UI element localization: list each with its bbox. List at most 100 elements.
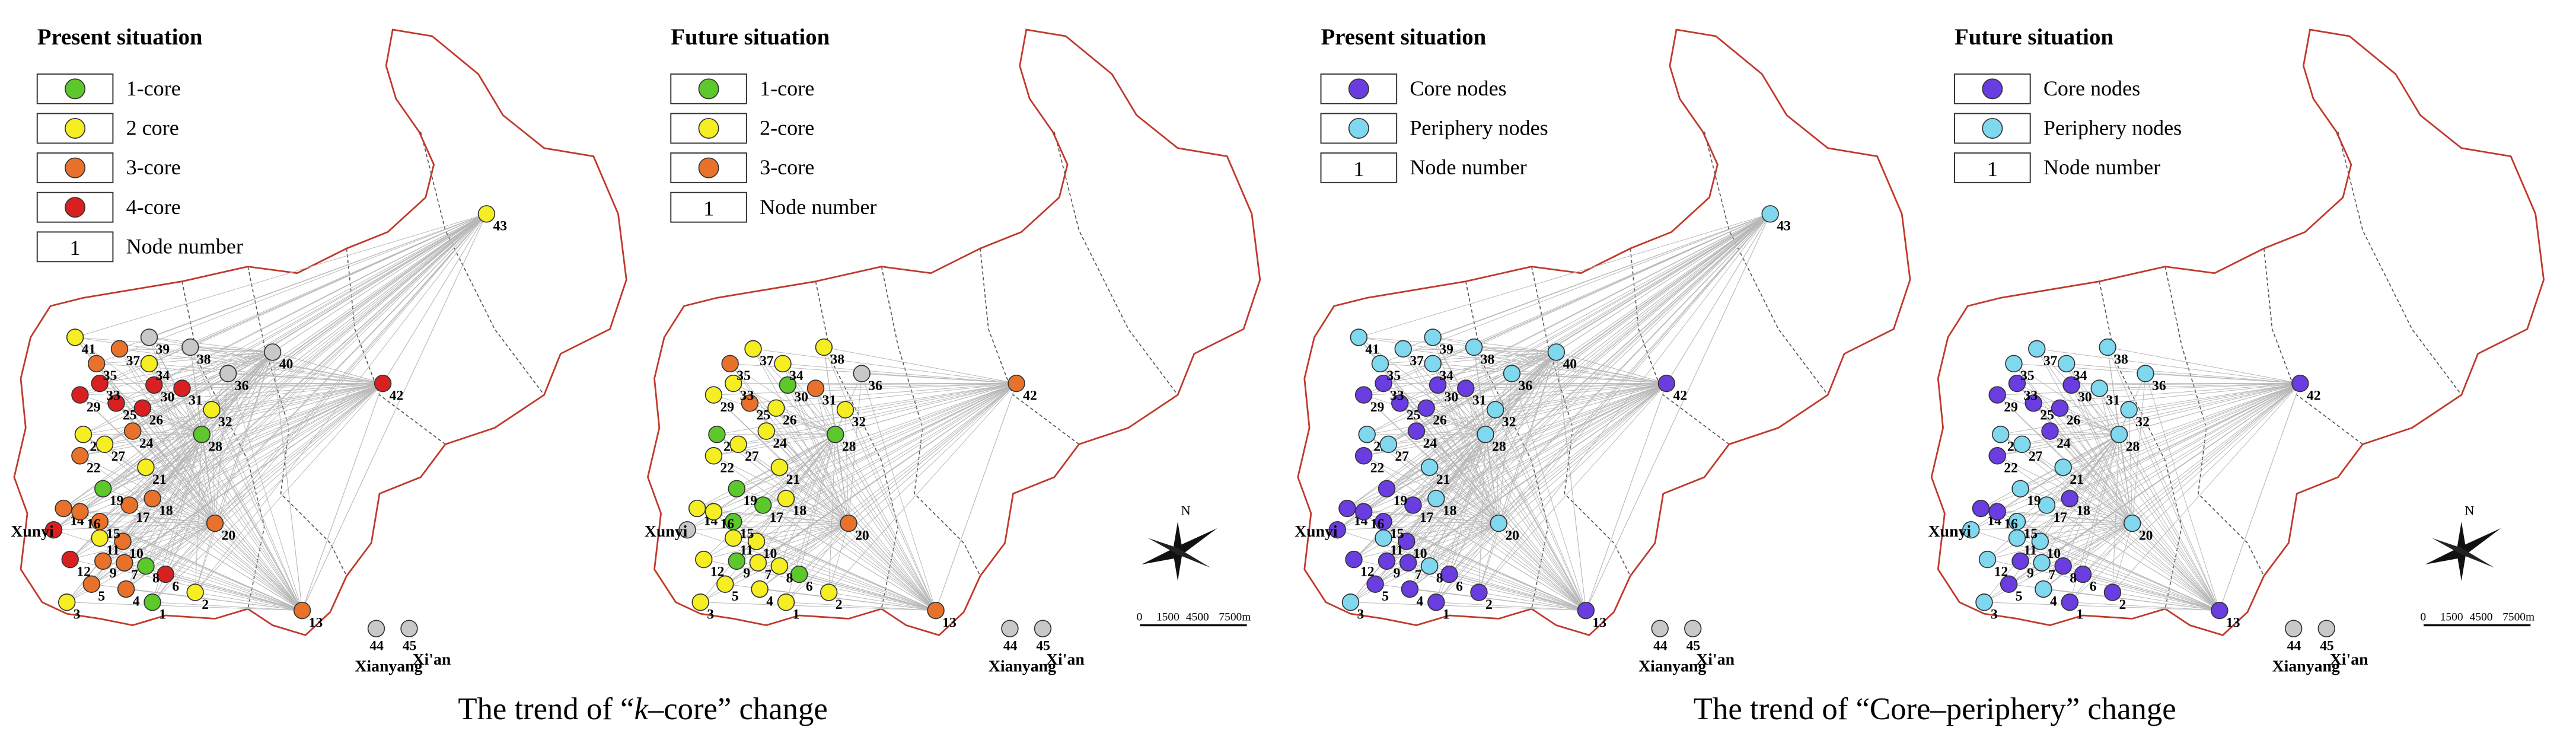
network-edge	[824, 347, 1017, 384]
node	[2110, 425, 2128, 443]
network-edge	[779, 383, 1017, 567]
network-edge	[1429, 467, 1586, 611]
node-label: 13	[2226, 615, 2240, 630]
network-edge	[2112, 523, 2133, 593]
node-label: 7	[1415, 567, 1422, 583]
network-edge	[195, 592, 302, 611]
node	[2120, 401, 2138, 419]
node-label: 6	[2090, 579, 2097, 594]
network-edge	[1478, 523, 1499, 593]
node	[1354, 386, 1373, 404]
network-edge	[700, 434, 836, 603]
network-edge	[756, 383, 1017, 542]
node	[1684, 620, 1702, 637]
node	[95, 435, 114, 454]
network-edge	[1383, 213, 1771, 384]
node	[777, 593, 795, 611]
network-edge	[1433, 213, 1771, 364]
network-edge	[2036, 348, 2300, 384]
network-edge	[1511, 373, 1586, 611]
node	[1651, 620, 1669, 637]
node	[716, 575, 734, 593]
node	[55, 499, 72, 518]
node-label: 30	[1445, 390, 1459, 405]
network-edge	[737, 434, 836, 489]
place-name: Xianyang	[1638, 657, 1706, 675]
node-label: 11	[740, 542, 753, 558]
network-edge	[2041, 562, 2220, 611]
network-edge	[1363, 394, 1586, 611]
node-label: 31	[822, 393, 837, 408]
network-edge	[145, 434, 202, 566]
network-edge	[786, 523, 849, 603]
node	[1992, 425, 2010, 443]
node	[688, 499, 706, 518]
district-boundary	[346, 248, 446, 445]
network-edge	[145, 213, 487, 468]
node-label: 17	[1420, 510, 1434, 525]
network-edge	[1436, 352, 1557, 499]
caption-part: The trend of “Core–periphery” change	[1694, 692, 2176, 726]
network-edge	[116, 352, 273, 404]
network-edge	[713, 383, 1017, 395]
network-edge	[2062, 434, 2119, 566]
node-label: 31	[1472, 393, 1487, 408]
node-label: 26	[1433, 413, 1447, 428]
panel-title: Future situation	[1955, 24, 2113, 50]
node	[1328, 521, 1346, 539]
network-edge	[124, 434, 202, 563]
node	[1366, 575, 1384, 593]
network-edge	[861, 373, 936, 611]
node-label: 9	[2027, 566, 2034, 581]
node	[840, 514, 857, 532]
network-edge	[757, 434, 836, 563]
network-edge	[2049, 383, 2300, 432]
node	[219, 365, 237, 382]
network-edge	[848, 373, 862, 524]
node	[728, 480, 745, 497]
network-edge	[1465, 388, 1499, 524]
node	[107, 394, 125, 412]
node-label: 11	[2024, 542, 2037, 558]
node-label: 2	[1485, 597, 1493, 612]
network-edge	[228, 373, 303, 611]
node-label: 5	[732, 589, 739, 604]
node	[2013, 435, 2031, 454]
network-edge	[766, 383, 1017, 432]
network-edge	[215, 352, 273, 524]
node	[71, 386, 89, 404]
network-edge	[63, 508, 215, 524]
network-edge	[122, 352, 273, 542]
node-label: 13	[1592, 615, 1606, 630]
network-edge	[2059, 407, 2119, 435]
node-label: 26	[2067, 413, 2081, 428]
node	[754, 496, 772, 514]
node-label: 6	[1456, 579, 1463, 594]
node	[767, 399, 785, 417]
network-edge	[1555, 352, 1586, 611]
network-edge	[302, 213, 487, 611]
node-label: 12	[1994, 564, 2008, 579]
node	[2000, 575, 2018, 593]
node-label: 34	[789, 368, 804, 384]
node	[2008, 374, 2026, 392]
network-edge	[1485, 352, 1557, 435]
node	[751, 580, 769, 598]
node-label: 12	[710, 564, 725, 579]
node	[1988, 447, 2006, 465]
network-edge	[716, 434, 936, 611]
network-edge	[2062, 467, 2220, 611]
network-edge	[1359, 337, 1486, 435]
node-label: 19	[2027, 493, 2041, 509]
node	[744, 340, 762, 358]
node	[293, 601, 311, 620]
network-edge	[195, 213, 487, 593]
network-edge	[1478, 352, 1557, 593]
network-edge	[1399, 352, 1557, 404]
network-edge	[1449, 523, 1499, 575]
node-label: 35	[103, 368, 117, 384]
network-edge	[2062, 383, 2301, 567]
network-edge	[1409, 352, 1557, 589]
node	[87, 355, 106, 373]
network-edge	[2066, 363, 2220, 611]
